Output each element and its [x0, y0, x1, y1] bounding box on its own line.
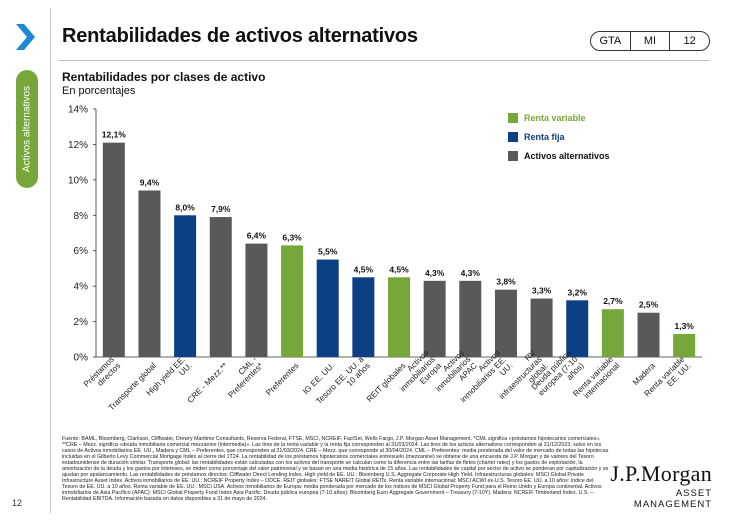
logo-sub: ASSET MANAGEMENT — [633, 488, 712, 510]
chart-title: Rentabilidades por clases de activo — [62, 70, 266, 84]
bar — [673, 333, 696, 357]
legend-label-equity: Renta variable — [524, 112, 586, 123]
y-tick-label: 12% — [68, 140, 88, 151]
bar — [352, 277, 375, 357]
chevron-right-icon — [16, 24, 35, 50]
chart-legend: Renta variable Renta fija Activos altern… — [508, 108, 610, 165]
bar — [102, 142, 125, 357]
bar-chart: 0% 2% 4% 6% 8% 10% 12% 14% 12,1% Préstamosdirecto… — [68, 105, 702, 412]
data-label: 5,5% — [318, 247, 338, 257]
y-tick-label: 14% — [68, 105, 88, 116]
bar — [637, 312, 660, 357]
tag-page: 12 — [669, 32, 709, 50]
y-tick-label: 8% — [74, 211, 89, 222]
data-label: 4,3% — [461, 268, 481, 278]
data-label: 6,3% — [282, 232, 302, 242]
bar — [459, 280, 482, 357]
jpmorgan-logo: J.P.Morgan ASSET MANAGEMENT — [600, 461, 712, 511]
bar — [423, 280, 446, 357]
y-tick-label: 10% — [68, 175, 88, 186]
bar — [601, 309, 624, 357]
legend-item-equity: Renta variable — [508, 108, 610, 127]
title-divider — [58, 60, 710, 61]
x-tick-label: CML -Preferentes* — [220, 354, 265, 399]
data-label: 2,7% — [603, 296, 623, 306]
x-tick-label: Préstamosdirectos — [82, 355, 122, 395]
data-label: 4,5% — [389, 264, 409, 274]
bar — [174, 215, 197, 357]
data-label: 7,9% — [211, 204, 231, 214]
y-tick-label: 2% — [74, 317, 89, 328]
bar — [388, 277, 410, 357]
y-tick-label: 0% — [74, 353, 89, 364]
chart-subtitle: En porcentajes — [62, 85, 136, 97]
data-label: 9,4% — [140, 177, 160, 187]
data-label: 1,3% — [674, 321, 694, 331]
legend-swatch-fixed — [508, 131, 518, 142]
page-title: Rentabilidades de activos alternativos — [62, 25, 418, 47]
bar — [566, 300, 589, 357]
legend-swatch-equity — [508, 112, 518, 123]
bar — [245, 243, 268, 357]
bar — [281, 245, 304, 357]
vertical-divider — [50, 8, 51, 513]
legend-swatch-alt — [508, 150, 518, 161]
y-tick-label: 4% — [74, 282, 89, 293]
section-tab — [16, 70, 38, 188]
tag-gta: GTA — [599, 35, 622, 47]
data-label: 12,1% — [102, 130, 127, 140]
logo-main: J.P.Morgan — [610, 461, 712, 486]
page-number: 12 — [12, 498, 23, 508]
data-label: 8,0% — [175, 202, 195, 212]
data-label: 4,5% — [354, 264, 374, 274]
data-label: 3,3% — [532, 286, 552, 296]
data-label: 4,3% — [425, 268, 445, 278]
legend-label-fixed: Renta fija — [524, 131, 565, 142]
bar — [494, 289, 517, 357]
x-tick-label: Preferentes — [264, 361, 300, 397]
data-label: 3,8% — [496, 277, 516, 287]
y-tick-label: 6% — [74, 246, 89, 257]
legend-item-alt: Activos alternativos — [508, 146, 610, 165]
source-footnote: Fuente: BAML, Bloomberg, Clarkson, Cliff… — [62, 436, 609, 502]
bar — [209, 217, 232, 357]
data-label: 6,4% — [247, 231, 267, 241]
data-label: 3,2% — [568, 287, 588, 297]
legend-item-fixed: Renta fija — [508, 127, 610, 146]
bar — [316, 259, 339, 357]
bar — [530, 298, 553, 357]
tag-mi: MI — [629, 32, 670, 50]
guide-tags: GTA MI 12 — [590, 31, 710, 51]
legend-label-alt: Activos alternativos — [524, 150, 610, 161]
bar — [138, 190, 161, 357]
x-tick-label: Tesoro EE. UU. a10 años — [314, 354, 372, 412]
data-label: 2,5% — [639, 300, 659, 310]
